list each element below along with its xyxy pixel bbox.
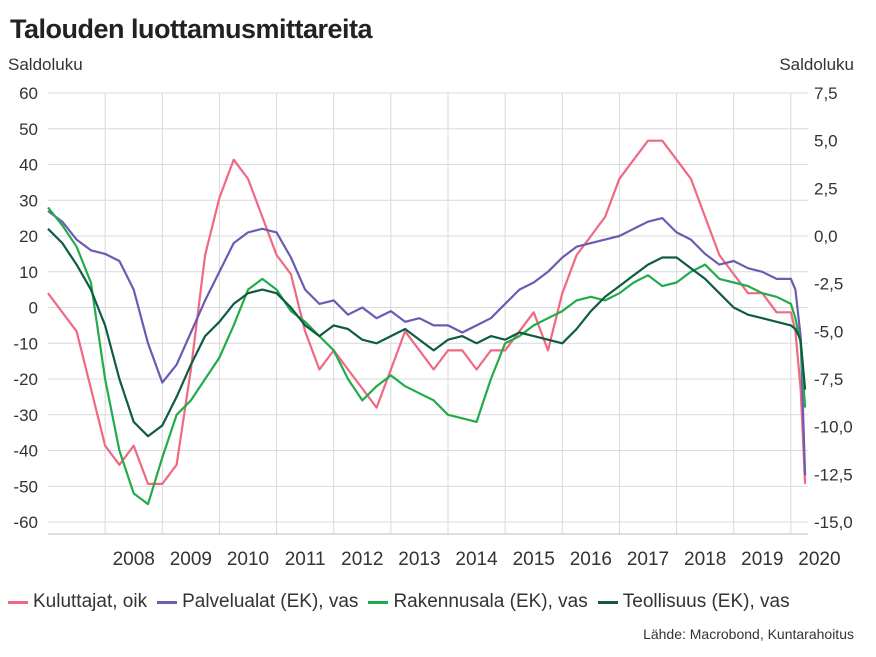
legend: Kuluttajat, oik Palvelualat (EK), vas Ra… bbox=[8, 591, 800, 613]
right-tick-label: -7,5 bbox=[814, 370, 843, 389]
right-tick-label: 7,5 bbox=[814, 84, 838, 103]
legend-item-palvelualat: Palvelualat (EK), vas bbox=[157, 591, 358, 613]
legend-swatch-kuluttajat bbox=[8, 600, 28, 604]
legend-label-rakennusala: Rakennusala (EK), vas bbox=[393, 591, 588, 612]
series-lines bbox=[47, 139, 807, 506]
series-line-1 bbox=[47, 210, 807, 476]
left-tick-label: -40 bbox=[13, 442, 38, 461]
legend-swatch-palvelualat bbox=[157, 600, 178, 604]
legend-item-teollisuus: Teollisuus (EK), vas bbox=[597, 591, 790, 613]
year-tick-label: 2020 bbox=[798, 549, 840, 570]
left-tick-label: -30 bbox=[13, 406, 38, 425]
legend-label-palvelualat: Palvelualat (EK), vas bbox=[182, 591, 359, 612]
left-tick-label: 40 bbox=[19, 156, 38, 175]
right-tick-label: 5,0 bbox=[814, 132, 838, 151]
legend-item-kuluttajat: Kuluttajat, oik bbox=[8, 591, 147, 613]
year-tick-label: 2013 bbox=[398, 549, 440, 570]
year-tick-label: 2017 bbox=[627, 549, 669, 570]
axes: 6050403020100-10-20-30-40-50-607,55,02,5… bbox=[13, 84, 852, 570]
year-tick-label: 2015 bbox=[513, 549, 555, 570]
right-tick-label: -5,0 bbox=[814, 322, 843, 341]
series-line-3 bbox=[47, 228, 807, 438]
chart-plot: 6050403020100-10-20-30-40-50-607,55,02,5… bbox=[13, 84, 852, 570]
legend-swatch-teollisuus bbox=[597, 600, 618, 604]
year-tick-label: 2016 bbox=[570, 549, 612, 570]
legend-swatch-rakennusala bbox=[368, 600, 389, 604]
year-tick-label: 2009 bbox=[170, 549, 212, 570]
year-tick-label: 2008 bbox=[113, 549, 155, 570]
left-tick-label: 30 bbox=[19, 191, 38, 210]
right-tick-label: -15,0 bbox=[814, 513, 853, 532]
year-tick-label: 2014 bbox=[455, 549, 498, 570]
legend-label-teollisuus: Teollisuus (EK), vas bbox=[622, 591, 790, 612]
left-tick-label: -20 bbox=[13, 370, 38, 389]
year-tick-label: 2010 bbox=[227, 549, 269, 570]
right-tick-label: -12,5 bbox=[814, 465, 853, 484]
left-tick-label: 20 bbox=[19, 227, 38, 246]
source-note: Lähde: Macrobond, Kuntarahoitus bbox=[643, 626, 854, 642]
right-axis-label: Saldoluku bbox=[779, 55, 854, 74]
year-tick-label: 2019 bbox=[741, 549, 783, 570]
left-tick-label: -60 bbox=[13, 513, 38, 532]
year-tick-label: 2012 bbox=[341, 549, 383, 570]
right-tick-label: -2,5 bbox=[814, 275, 843, 294]
grid bbox=[48, 92, 808, 534]
series-line-0 bbox=[47, 139, 807, 485]
legend-item-rakennusala: Rakennusala (EK), vas bbox=[368, 591, 588, 613]
left-tick-label: 10 bbox=[19, 263, 38, 282]
year-tick-label: 2018 bbox=[684, 549, 726, 570]
left-axis-label: Saldoluku bbox=[8, 55, 83, 74]
left-tick-label: 60 bbox=[19, 84, 38, 103]
left-tick-label: -10 bbox=[13, 334, 38, 353]
chart-title: Talouden luottamusmittareita bbox=[10, 14, 373, 44]
left-tick-label: 0 bbox=[29, 299, 38, 318]
legend-label-kuluttajat: Kuluttajat, oik bbox=[33, 591, 148, 612]
right-tick-label: -10,0 bbox=[814, 418, 853, 437]
right-tick-label: 2,5 bbox=[814, 179, 838, 198]
left-tick-label: -50 bbox=[13, 477, 38, 496]
right-tick-label: 0,0 bbox=[814, 227, 838, 246]
left-tick-label: 50 bbox=[19, 120, 38, 139]
year-tick-label: 2011 bbox=[285, 549, 326, 570]
series-line-2 bbox=[47, 206, 807, 506]
